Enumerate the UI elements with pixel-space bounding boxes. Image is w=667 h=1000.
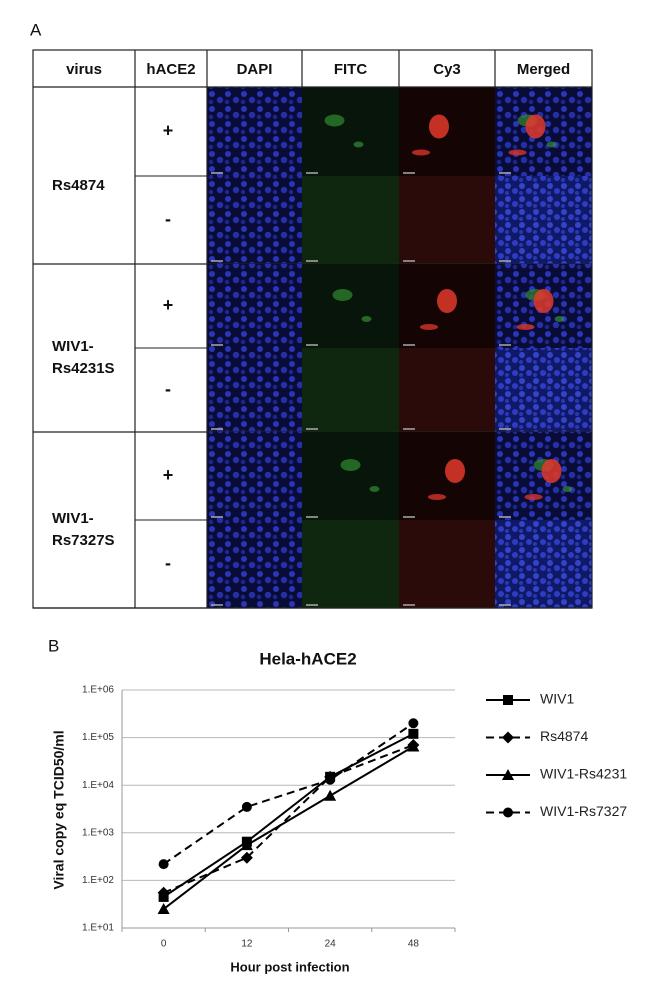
series-line bbox=[163, 722, 414, 865]
micrograph bbox=[302, 520, 399, 608]
micrograph bbox=[207, 264, 302, 348]
x-tick-label: 24 bbox=[325, 939, 337, 950]
panel-label: B bbox=[48, 636, 59, 655]
figure-table: virus hACE2 DAPI FITC Cy3 Merged + - Rs4874 + - WIV… bbox=[32, 49, 593, 609]
legend-marker bbox=[503, 695, 513, 705]
data-point bbox=[157, 903, 170, 915]
legend-label: WIV1-Rs4231 bbox=[540, 766, 627, 782]
cell-signal bbox=[353, 141, 364, 148]
data-point bbox=[240, 851, 253, 864]
micrograph bbox=[399, 176, 495, 264]
micrograph bbox=[302, 176, 399, 264]
cell-signal bbox=[533, 289, 554, 313]
chart-title: Hela-hACE2 bbox=[259, 649, 356, 668]
cell-signal bbox=[524, 494, 543, 500]
cell-signal bbox=[525, 114, 546, 139]
cell-signal bbox=[332, 289, 353, 301]
data-point bbox=[408, 728, 419, 739]
cell-signal bbox=[516, 324, 535, 330]
cell-signal bbox=[420, 324, 438, 330]
data-point bbox=[241, 801, 252, 812]
legend-marker bbox=[502, 731, 514, 744]
micrograph bbox=[495, 348, 592, 432]
data-point bbox=[325, 774, 336, 785]
data-point bbox=[240, 839, 253, 851]
y-tick-label: 1.E+02 bbox=[82, 875, 114, 886]
y-tick-label: 1.E+04 bbox=[82, 780, 114, 791]
micrograph bbox=[495, 176, 592, 264]
x-tick-label: 48 bbox=[408, 939, 420, 950]
series-line bbox=[163, 744, 414, 894]
cell-signal bbox=[437, 289, 457, 313]
cell-signal bbox=[412, 149, 430, 156]
cell-signal bbox=[554, 316, 565, 322]
legend-marker bbox=[502, 769, 514, 780]
y-tick-label: 1.E+03 bbox=[82, 827, 114, 838]
column-header: Merged bbox=[517, 61, 570, 78]
hace2-sign: - bbox=[165, 553, 171, 573]
legend-label: Rs4874 bbox=[540, 728, 588, 744]
y-tick-label: 1.E+01 bbox=[82, 923, 114, 934]
cell-signal bbox=[340, 459, 361, 471]
micrograph bbox=[207, 348, 302, 432]
cell-signal bbox=[546, 141, 557, 148]
hace2-sign: + bbox=[163, 465, 174, 485]
virus-name: WIV1- bbox=[52, 510, 94, 527]
virus-name: Rs4231S bbox=[52, 360, 115, 377]
micrograph bbox=[207, 87, 302, 176]
legend-label: WIV1 bbox=[540, 691, 574, 707]
cell-signal bbox=[369, 486, 380, 492]
table-border bbox=[32, 49, 593, 609]
cell-signal bbox=[508, 149, 527, 156]
x-axis-label: Hour post infection bbox=[230, 959, 349, 974]
y-axis-label: Viral copy eq TCID50/ml bbox=[51, 730, 67, 889]
micrograph bbox=[207, 432, 302, 520]
x-tick-label: 0 bbox=[161, 939, 167, 950]
micrograph bbox=[207, 520, 302, 608]
column-header: FITC bbox=[334, 61, 367, 78]
cell-signal bbox=[361, 316, 372, 322]
cell-signal bbox=[445, 459, 465, 483]
column-header: hACE2 bbox=[146, 61, 195, 78]
legend-label: WIV1-Rs7327 bbox=[540, 803, 627, 819]
virus-name: Rs7327S bbox=[52, 532, 115, 549]
data-point bbox=[407, 740, 420, 752]
column-header: virus bbox=[66, 61, 102, 78]
y-tick-label: 1.E+06 bbox=[82, 685, 114, 696]
data-point bbox=[157, 886, 170, 899]
micrograph bbox=[302, 87, 399, 176]
panel-label: A bbox=[30, 20, 42, 39]
series-line bbox=[163, 732, 414, 898]
data-point bbox=[408, 718, 419, 729]
micrograph bbox=[399, 348, 495, 432]
data-point bbox=[158, 859, 169, 870]
y-tick-label: 1.E+05 bbox=[82, 732, 114, 743]
column-header: DAPI bbox=[237, 61, 273, 78]
micrograph bbox=[302, 264, 399, 348]
column-header: Cy3 bbox=[433, 61, 461, 78]
chart: 1.E+01 1.E+02 1.E+03 1.E+04 1.E+05 1.E+06 0 12 2… bbox=[82, 685, 627, 950]
hace2-sign: - bbox=[165, 379, 171, 399]
micrograph bbox=[302, 432, 399, 520]
micrograph bbox=[495, 520, 592, 608]
cell-signal bbox=[429, 114, 449, 139]
hace2-sign: + bbox=[163, 295, 174, 315]
data-point bbox=[324, 789, 337, 801]
virus-name: Rs4874 bbox=[52, 177, 105, 194]
cell-signal bbox=[428, 494, 446, 500]
hace2-sign: - bbox=[165, 209, 171, 229]
micrograph bbox=[399, 520, 495, 608]
series-line bbox=[163, 745, 414, 910]
hace2-sign: + bbox=[163, 120, 174, 140]
cell-signal bbox=[562, 486, 573, 492]
virus-name: WIV1- bbox=[52, 338, 94, 355]
legend-marker bbox=[503, 807, 513, 818]
x-tick-label: 12 bbox=[241, 939, 253, 950]
micrograph bbox=[207, 176, 302, 264]
micrograph bbox=[302, 348, 399, 432]
cell-signal bbox=[541, 459, 562, 483]
cell-signal bbox=[324, 114, 345, 127]
